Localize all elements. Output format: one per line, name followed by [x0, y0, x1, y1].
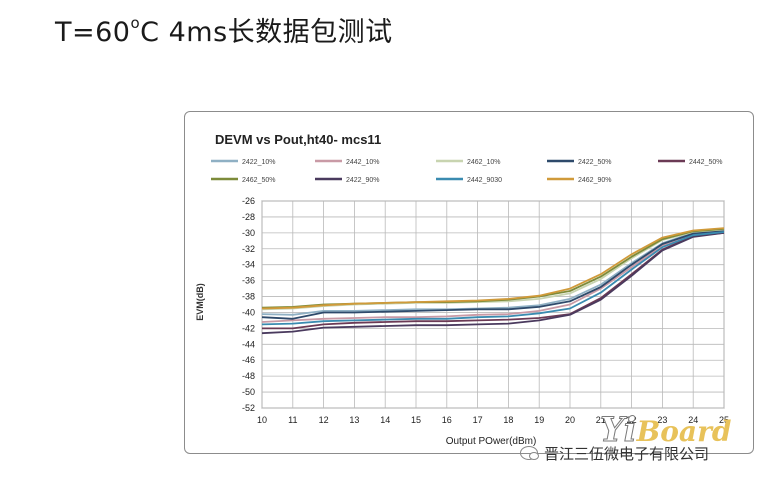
x-tick-label: 20	[565, 415, 575, 425]
y-tick-label: -28	[242, 212, 255, 222]
company-credit: 晋江三伍微电子有限公司	[520, 442, 709, 464]
y-tick-label: -48	[242, 371, 255, 381]
y-tick-label: -42	[242, 323, 255, 333]
y-axis-label: EVM(dB)	[195, 283, 205, 321]
x-tick-label: 14	[380, 415, 390, 425]
x-tick-label: 10	[257, 415, 267, 425]
chart-frame: DEVM vs Pout,ht40- mcs11 2422_10% 2442_10…	[184, 111, 754, 454]
company-name: 晋江三伍微电子有限公司	[544, 444, 710, 463]
evm-line-chart: DEVM vs Pout,ht40- mcs11 2422_10% 2442_10…	[195, 132, 729, 447]
y-tick-label: -46	[242, 355, 255, 365]
series-line	[261, 229, 725, 316]
title-prefix: T=60	[55, 17, 131, 48]
legend-label: 2462_90%	[578, 177, 611, 184]
x-tick-label: 24	[688, 415, 698, 425]
y-tick-label: -34	[242, 260, 255, 270]
x-tick-label: 11	[288, 415, 297, 425]
series-line	[261, 231, 725, 335]
chart-legend: 2422_10% 2442_10% 2462_10% 2422_50% 2442_50%…	[211, 159, 722, 184]
series-line	[261, 231, 725, 326]
y-tick-label: -38	[242, 292, 255, 302]
x-tick-label: 17	[473, 415, 483, 425]
series-line	[261, 227, 725, 310]
y-tick-label: -52	[242, 403, 255, 413]
series-line	[261, 230, 725, 320]
legend-label: 2442_9030	[467, 177, 502, 184]
x-tick-label: 23	[657, 415, 667, 425]
legend-label: 2462_10%	[467, 159, 500, 166]
watermark-part1: Yi	[600, 410, 638, 451]
x-tick-label: 15	[411, 415, 421, 425]
x-axis-label: Output POwer(dBm)	[446, 436, 537, 447]
series-lines	[261, 227, 725, 335]
x-axis-ticks: 10 11 12 13 14 15 16 17 18 19 20 21 22 23 24 25	[257, 415, 729, 425]
legend-label: 2442_50%	[689, 159, 722, 166]
x-tick-label: 12	[319, 415, 329, 425]
series-line	[261, 230, 725, 323]
x-tick-label: 18	[503, 415, 513, 425]
x-tick-label: 25	[719, 415, 729, 425]
legend-label: 2462_50%	[242, 177, 275, 184]
title-degree-mark: o	[130, 14, 141, 32]
chart-title: DEVM vs Pout,ht40- mcs11	[215, 132, 381, 147]
y-tick-label: -26	[242, 196, 255, 206]
legend-label: 2422_10%	[242, 159, 275, 166]
series-line	[262, 231, 725, 330]
legend-label: 2422_90%	[346, 177, 379, 184]
y-tick-label: -40	[242, 307, 255, 317]
x-tick-label: 21	[596, 415, 606, 425]
x-tick-label: 16	[442, 415, 452, 425]
y-tick-label: -32	[242, 244, 255, 254]
legend-label: 2442_10%	[346, 159, 379, 166]
yiboard-watermark-logo: YiBoard	[600, 402, 760, 458]
x-tick-label: 13	[349, 415, 359, 425]
legend-label: 2422_50%	[578, 159, 611, 166]
x-tick-label: 19	[534, 415, 544, 425]
y-tick-label: -44	[242, 339, 255, 349]
wechat-icon	[520, 446, 539, 460]
watermark-part2: Board	[636, 415, 732, 448]
slide-title: T=60oC 4ms长数据包测试	[55, 10, 393, 49]
x-tick-label: 22	[627, 415, 637, 425]
y-tick-label: -30	[242, 228, 255, 238]
y-axis-ticks: -26 -28 -30 -32 -34 -36 -38 -40 -42 -44 -46 -48 -50 -…	[242, 196, 255, 413]
title-rest: C 4ms长数据包测试	[140, 17, 393, 48]
y-tick-label: -36	[242, 276, 255, 286]
y-tick-label: -50	[242, 387, 255, 397]
